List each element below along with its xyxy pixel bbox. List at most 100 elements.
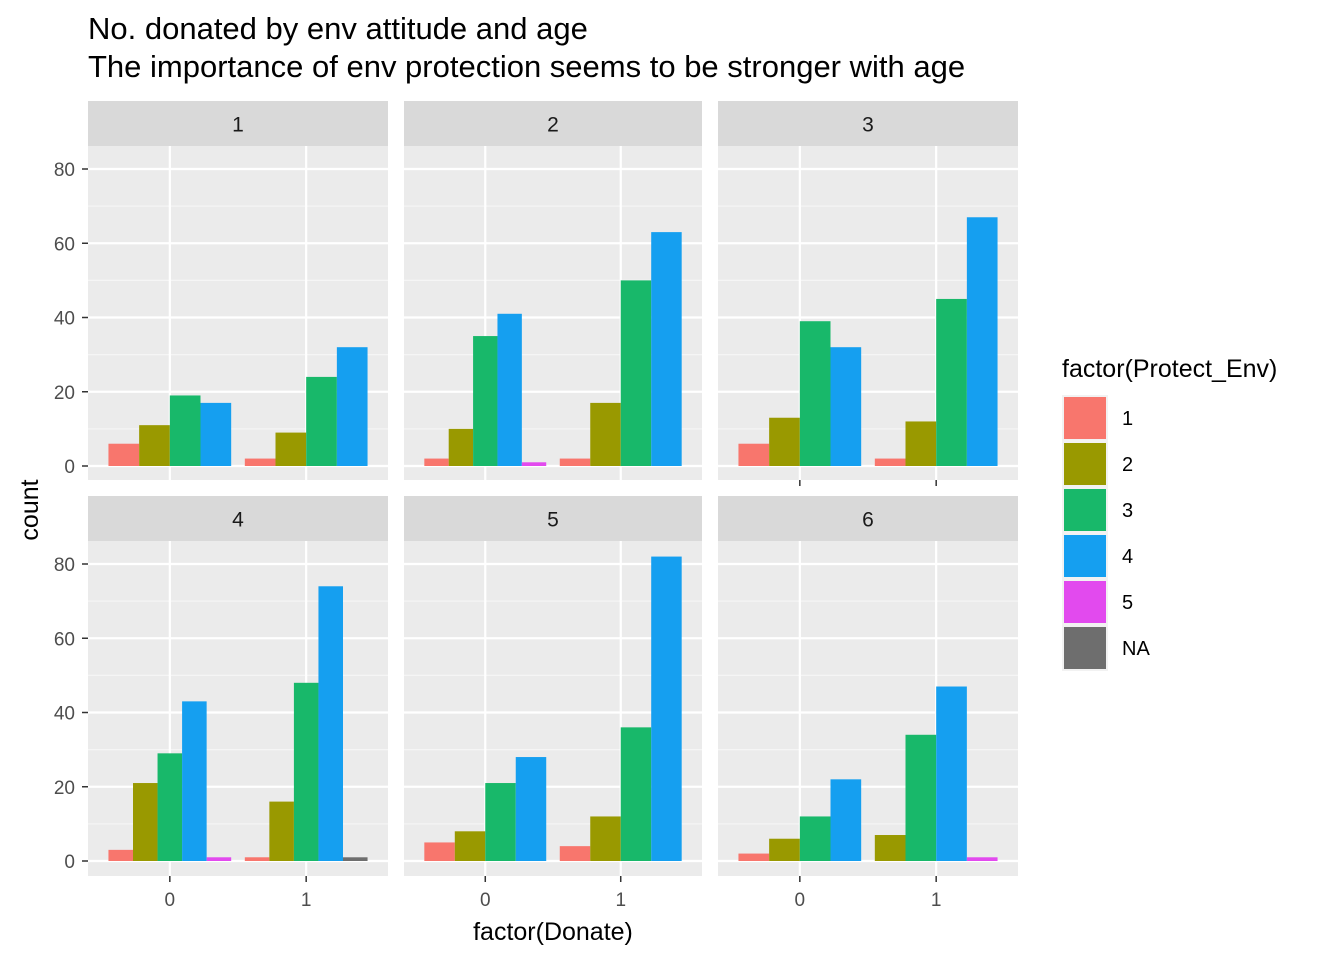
bar-panel3-x1-level4 — [966, 217, 998, 466]
bar-panel4-x1-levelNA — [343, 857, 368, 861]
facet-strip — [88, 496, 388, 541]
facet-strip-label: 4 — [232, 509, 244, 532]
legend-swatch — [1064, 581, 1106, 623]
legend-item-4: 4 — [1062, 533, 1133, 579]
bar-panel1-x0-level4 — [200, 402, 232, 466]
y-tick-label: 60 — [54, 629, 75, 650]
bar-panel4-x1-level4 — [318, 586, 343, 861]
legend-swatch — [1064, 627, 1106, 669]
bar-panel4-x0-level4 — [182, 701, 207, 861]
bar-panel6-x1-level3 — [905, 734, 937, 861]
bar-panel3-x0-level2 — [769, 417, 800, 466]
bar-panel6-x0-level3 — [799, 816, 831, 861]
legend-label: 3 — [1122, 500, 1133, 522]
bar-panel2-x0-level4 — [497, 313, 522, 466]
legend-swatch — [1064, 397, 1106, 439]
y-tick-label: 40 — [54, 704, 75, 725]
bar-panel2-x0-level2 — [448, 428, 474, 466]
legend-item-5: 5 — [1062, 579, 1133, 625]
facet-strip-label: 3 — [862, 114, 874, 137]
bar-panel4-x1-level1 — [244, 857, 270, 861]
facet-strip — [718, 496, 1018, 541]
bar-panel6-x1-level2 — [874, 835, 906, 861]
bar-panel3-x0-level3 — [799, 321, 831, 466]
bar-panel4-x0-level3 — [157, 753, 183, 861]
y-tick-label: 0 — [64, 457, 75, 478]
bar-panel5-x0-level2 — [454, 831, 486, 861]
bar-panel6-x0-level1 — [738, 853, 770, 861]
bar-panel5-x1-level2 — [590, 816, 621, 861]
bar-panel6-x1-level5 — [966, 857, 998, 861]
facet-strip — [718, 101, 1018, 146]
facet-strip — [404, 101, 702, 146]
y-axis-label: count — [16, 479, 44, 540]
y-tick-label: 20 — [54, 383, 75, 404]
facet-strip-label: 2 — [547, 114, 559, 137]
bar-panel1-x0-level3 — [169, 395, 201, 466]
bar-panel2-x1-level1 — [559, 458, 591, 466]
bar-panel4-x1-level3 — [293, 682, 319, 861]
bar-panel1-x0-level2 — [139, 425, 170, 466]
bar-panel2-x0-level1 — [424, 458, 449, 466]
x-tick-label: 1 — [931, 890, 942, 911]
bar-panel5-x1-level1 — [559, 846, 591, 861]
x-tick-label: 1 — [615, 890, 626, 911]
y-tick-label: 60 — [54, 234, 75, 255]
y-tick-label: 40 — [54, 309, 75, 330]
bar-panel1-x1-level3 — [306, 376, 337, 466]
legend-item-1: 1 — [1062, 395, 1133, 441]
legend-item-3: 3 — [1062, 487, 1133, 533]
legend-label: NA — [1122, 638, 1150, 660]
x-tick-label: 0 — [795, 890, 806, 911]
bar-panel3-x1-level1 — [874, 458, 906, 466]
y-tick-label: 80 — [54, 160, 75, 181]
x-tick-label: 1 — [301, 890, 312, 911]
facet-panel-1: 1 0 20 40 60 80 — [54, 101, 388, 480]
bar-panel1-x1-level4 — [336, 347, 368, 466]
bar-panel6-x1-level4 — [936, 686, 967, 861]
facet-strip — [404, 496, 702, 541]
facet-panel-5: 5 0 1 — [404, 496, 702, 911]
facet-strip-label: 6 — [862, 509, 874, 532]
bar-panel3-x1-level3 — [936, 298, 967, 466]
y-tick-label: 0 — [64, 852, 75, 873]
facet-strip-label: 1 — [232, 114, 244, 137]
bar-panel2-x0-level5 — [521, 462, 547, 466]
legend-item-2: 2 — [1062, 441, 1133, 487]
bar-panel3-x0-level1 — [738, 443, 770, 466]
facet-strip — [88, 101, 388, 146]
y-tick-label: 80 — [54, 555, 75, 576]
facet-panel-2: 2 — [404, 101, 702, 480]
bar-panel4-x1-level2 — [269, 801, 294, 861]
bar-panel5-x0-level4 — [515, 757, 547, 861]
bar-panel2-x0-level3 — [473, 336, 498, 466]
chart-title: No. donated by env attitude and age — [88, 11, 588, 46]
x-axis-label: factor(Donate) — [473, 918, 633, 946]
x-tick-label: 0 — [165, 890, 176, 911]
x-tick-label: 0 — [480, 890, 491, 911]
legend-label: 5 — [1122, 592, 1133, 614]
bar-panel3-x0-level4 — [830, 347, 862, 466]
facet-panels: 10204060802301402040608001501601 — [54, 101, 1018, 911]
bar-panel1-x1-level2 — [275, 432, 307, 466]
bar-panel1-x1-level1 — [244, 458, 276, 466]
bar-panel5-x0-level1 — [424, 842, 455, 861]
facet-strip-label: 5 — [547, 509, 559, 532]
bar-panel5-x0-level3 — [485, 783, 516, 861]
bar-panel4-x0-level2 — [133, 783, 158, 861]
bar-panel2-x1-level2 — [590, 402, 621, 466]
y-tick-label: 20 — [54, 778, 75, 799]
bar-panel6-x0-level2 — [769, 838, 800, 861]
legend-label: 1 — [1122, 408, 1133, 430]
legend-swatch — [1064, 535, 1106, 577]
bar-panel2-x1-level4 — [651, 232, 682, 466]
bar-panel4-x0-level1 — [108, 849, 133, 861]
chart-subtitle: The importance of env protection seems t… — [88, 49, 965, 84]
bar-panel6-x0-level4 — [830, 779, 862, 861]
facet-panel-3: 301 — [718, 101, 1018, 515]
legend: factor(Protect_Env) 1 2 3 4 5 NA — [1062, 355, 1277, 671]
legend-item-NA: NA — [1062, 625, 1150, 671]
legend-swatch — [1064, 489, 1106, 531]
bar-panel1-x0-level1 — [108, 443, 140, 466]
